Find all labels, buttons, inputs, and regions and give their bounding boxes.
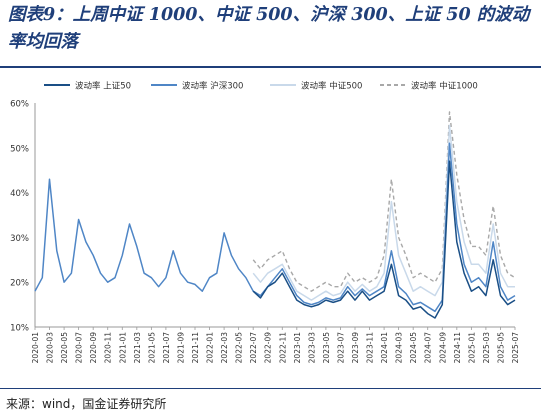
x-tick-label: 2020-01 <box>31 332 40 364</box>
source-note: 来源：wind，国金证券研究所 <box>6 397 167 411</box>
x-tick-label: 2023-11 <box>366 332 375 364</box>
x-tick-label: 2025-03 <box>482 332 491 364</box>
x-tick-label: 2020-09 <box>89 332 98 364</box>
x-axis: 2020-01 2020-03 2020-05 2020-07 2020-09 2020-… <box>31 326 520 364</box>
y-tick-label: 20% <box>10 279 29 289</box>
y-tick-label: 30% <box>10 234 29 244</box>
x-tick-label: 2022-09 <box>264 332 273 364</box>
chart-title: 图表9：上周中证 1000、中证 500、沪深 300、上证 50 的波动率均回… <box>8 5 530 52</box>
x-tick-label: 2022-07 <box>249 332 258 364</box>
x-tick-label: 2024-07 <box>424 332 433 364</box>
series-line <box>34 142 516 313</box>
x-tick-label: 2023-05 <box>322 332 331 364</box>
x-tick-label: 2025-05 <box>496 332 505 364</box>
legend-label: 波动率 上证50 <box>75 81 131 92</box>
y-tick-label: 60% <box>10 100 29 110</box>
x-tick-label: 2024-09 <box>438 332 447 364</box>
x-tick-label: 2024-01 <box>380 332 389 364</box>
legend-label: 波动率 中证500 <box>301 81 362 92</box>
legend-label: 波动率 中证1000 <box>411 81 478 92</box>
series-line <box>252 160 516 319</box>
legend-label: 波动率 沪深300 <box>182 81 243 92</box>
x-tick-label: 2025-07 <box>511 332 520 364</box>
title-divider <box>0 66 541 68</box>
x-tick-label: 2021-03 <box>133 332 142 364</box>
x-tick-label: 2023-09 <box>351 332 360 364</box>
x-tick-label: 2022-01 <box>206 332 215 364</box>
x-tick-label: 2025-01 <box>467 332 476 364</box>
x-tick-label: 2024-11 <box>453 332 462 364</box>
y-tick-label: 50% <box>10 144 29 154</box>
x-tick-label: 2021-01 <box>118 332 127 364</box>
x-tick-label: 2024-05 <box>409 332 418 364</box>
x-tick-label: 2022-05 <box>235 332 244 364</box>
x-tick-label: 2021-11 <box>191 332 200 364</box>
footer-divider <box>0 388 541 389</box>
y-tick-label: 40% <box>10 189 29 199</box>
x-tick-label: 2023-01 <box>293 332 302 364</box>
y-axis: 10% 20% 30% 40% 50% 60% <box>10 100 36 334</box>
x-tick-label: 2020-07 <box>75 332 84 364</box>
x-tick-label: 2022-11 <box>278 332 287 364</box>
chart-legend: 波动率 上证50 波动率 沪深300 波动率 中证500 波动率 中证1000 <box>44 81 478 92</box>
x-tick-label: 2020-05 <box>60 332 69 364</box>
x-tick-label: 2023-07 <box>336 332 345 364</box>
x-tick-label: 2021-07 <box>162 332 171 364</box>
x-tick-label: 2021-05 <box>147 332 156 364</box>
x-tick-label: 2024-03 <box>395 332 404 364</box>
x-tick-label: 2020-03 <box>46 332 55 364</box>
x-tick-label: 2021-09 <box>176 332 185 364</box>
x-tick-label: 2020-11 <box>104 332 113 364</box>
volatility-line-chart: 波动率 上证50 波动率 沪深300 波动率 中证500 波动率 中证1000 10%… <box>10 81 520 364</box>
y-tick-label: 10% <box>10 324 29 334</box>
series-line <box>252 124 515 301</box>
x-tick-label: 2023-03 <box>307 332 316 364</box>
series-lines <box>34 111 516 319</box>
x-tick-label: 2022-03 <box>220 332 229 364</box>
